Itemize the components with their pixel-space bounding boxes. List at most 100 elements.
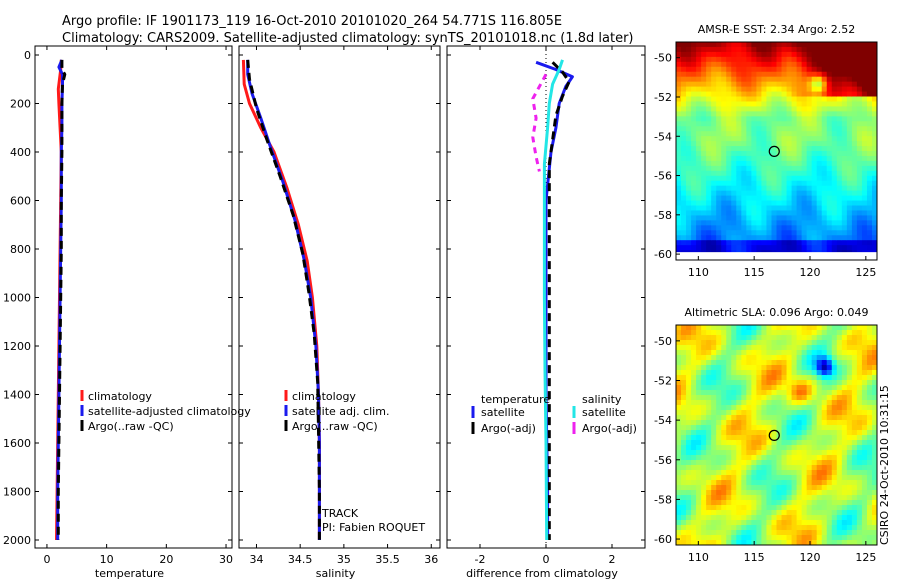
heatmap-cell bbox=[791, 460, 798, 466]
heatmap-cell bbox=[771, 185, 778, 192]
heatmap-cell bbox=[691, 535, 697, 541]
heatmap-cell bbox=[696, 235, 702, 241]
heatmap-cell bbox=[696, 190, 702, 197]
heatmap-cell bbox=[786, 141, 793, 147]
heatmap-cell bbox=[731, 480, 737, 486]
heatmap-cell bbox=[816, 395, 823, 401]
heatmap-cell bbox=[786, 42, 793, 48]
heatmap-cell bbox=[751, 390, 758, 396]
heatmap-cell bbox=[786, 195, 793, 202]
heatmap-cell bbox=[861, 340, 868, 346]
salinity-profile-frame bbox=[238, 45, 441, 549]
heatmap-cell bbox=[676, 165, 682, 172]
heatmap-cell bbox=[866, 355, 873, 361]
heatmap-cell bbox=[676, 470, 682, 476]
heatmap-cell bbox=[791, 470, 798, 476]
heatmap-cell bbox=[781, 530, 788, 536]
heatmap-cell bbox=[721, 71, 727, 78]
heatmap-cell bbox=[796, 46, 803, 53]
heatmap-cell bbox=[756, 495, 763, 501]
heatmap-cell bbox=[806, 400, 813, 406]
heatmap-cell bbox=[856, 111, 863, 117]
heatmap-cell bbox=[771, 480, 778, 486]
heatmap-cell bbox=[711, 380, 717, 386]
heatmap-cell bbox=[791, 101, 798, 107]
heatmap-cell bbox=[806, 335, 813, 341]
heatmap-cell bbox=[826, 530, 833, 536]
heatmap-cell bbox=[771, 525, 778, 531]
heatmap-cell bbox=[741, 325, 747, 331]
heatmap-cell bbox=[781, 325, 788, 331]
heatmap-cell bbox=[686, 51, 692, 58]
heatmap-cell bbox=[726, 335, 732, 341]
heatmap-cell bbox=[716, 165, 722, 172]
heatmap-cell bbox=[746, 190, 752, 197]
heatmap-cell bbox=[846, 525, 853, 531]
heatmap-cell bbox=[821, 340, 828, 346]
y-tick-label: 1400 bbox=[3, 389, 31, 402]
heatmap-cell bbox=[706, 61, 712, 68]
heatmap-cell bbox=[706, 325, 712, 331]
heatmap-cell bbox=[841, 395, 848, 401]
heatmap-cell bbox=[691, 245, 697, 251]
heatmap-cell bbox=[761, 350, 768, 356]
heatmap-cell bbox=[791, 42, 798, 48]
heatmap-cell bbox=[871, 51, 877, 58]
heatmap-cell bbox=[806, 230, 813, 236]
heatmap-cell bbox=[821, 101, 828, 107]
heatmap-cell bbox=[696, 430, 702, 436]
heatmap-cell bbox=[746, 415, 752, 421]
heatmap-cell bbox=[766, 385, 773, 391]
heatmap-cell bbox=[851, 155, 858, 162]
heatmap-cell bbox=[781, 86, 788, 93]
heatmap-cell bbox=[756, 185, 763, 192]
heatmap-cell bbox=[861, 126, 868, 132]
heatmap-cell bbox=[856, 71, 863, 78]
heatmap-cell bbox=[856, 440, 863, 446]
heatmap-cell bbox=[681, 56, 687, 63]
heatmap-cell bbox=[821, 111, 828, 117]
heatmap-cell bbox=[776, 240, 783, 246]
heatmap-cell bbox=[871, 500, 877, 506]
heatmap-cell bbox=[731, 365, 737, 371]
heatmap-cell bbox=[736, 430, 742, 436]
heatmap-cell bbox=[746, 121, 752, 127]
heatmap-cell bbox=[681, 205, 687, 212]
heatmap-cell bbox=[831, 71, 838, 78]
heatmap-cell bbox=[866, 121, 873, 127]
heatmap-cell bbox=[736, 96, 742, 103]
heatmap-cell bbox=[871, 86, 877, 93]
heatmap-cell bbox=[766, 146, 773, 152]
heatmap-cell bbox=[786, 86, 793, 93]
heatmap-cell bbox=[696, 450, 702, 456]
heatmap-cell bbox=[816, 225, 823, 231]
heatmap-cell bbox=[751, 395, 758, 401]
heatmap-cell bbox=[801, 340, 808, 346]
heatmap-cell bbox=[816, 530, 823, 536]
heatmap-cell bbox=[681, 360, 687, 366]
heatmap-cell bbox=[746, 200, 752, 207]
heatmap-cell bbox=[796, 480, 803, 486]
heatmap-cell bbox=[836, 455, 843, 461]
heatmap-cell bbox=[686, 500, 692, 506]
heatmap-cell bbox=[696, 220, 702, 226]
heatmap-cell bbox=[846, 185, 853, 192]
side-caption: CSIRO 24-Oct-2010 10:31:15 bbox=[878, 385, 891, 545]
heatmap-cell bbox=[831, 510, 838, 516]
heatmap-cell bbox=[841, 121, 848, 127]
heatmap-cell bbox=[731, 240, 737, 246]
heatmap-cell bbox=[806, 330, 813, 336]
heatmap-cell bbox=[726, 200, 732, 207]
heatmap-cell bbox=[841, 530, 848, 536]
heatmap-cell bbox=[866, 170, 873, 177]
heatmap-cell bbox=[701, 51, 707, 58]
heatmap-cell bbox=[726, 56, 732, 63]
heatmap-cell bbox=[686, 475, 692, 481]
heatmap-cell bbox=[761, 215, 768, 221]
heatmap-cell bbox=[821, 505, 828, 511]
heatmap-cell bbox=[746, 155, 752, 162]
heatmap-cell bbox=[801, 375, 808, 381]
heatmap-cell bbox=[861, 235, 868, 241]
heatmap-cell bbox=[851, 345, 858, 351]
heatmap-cell bbox=[836, 400, 843, 406]
